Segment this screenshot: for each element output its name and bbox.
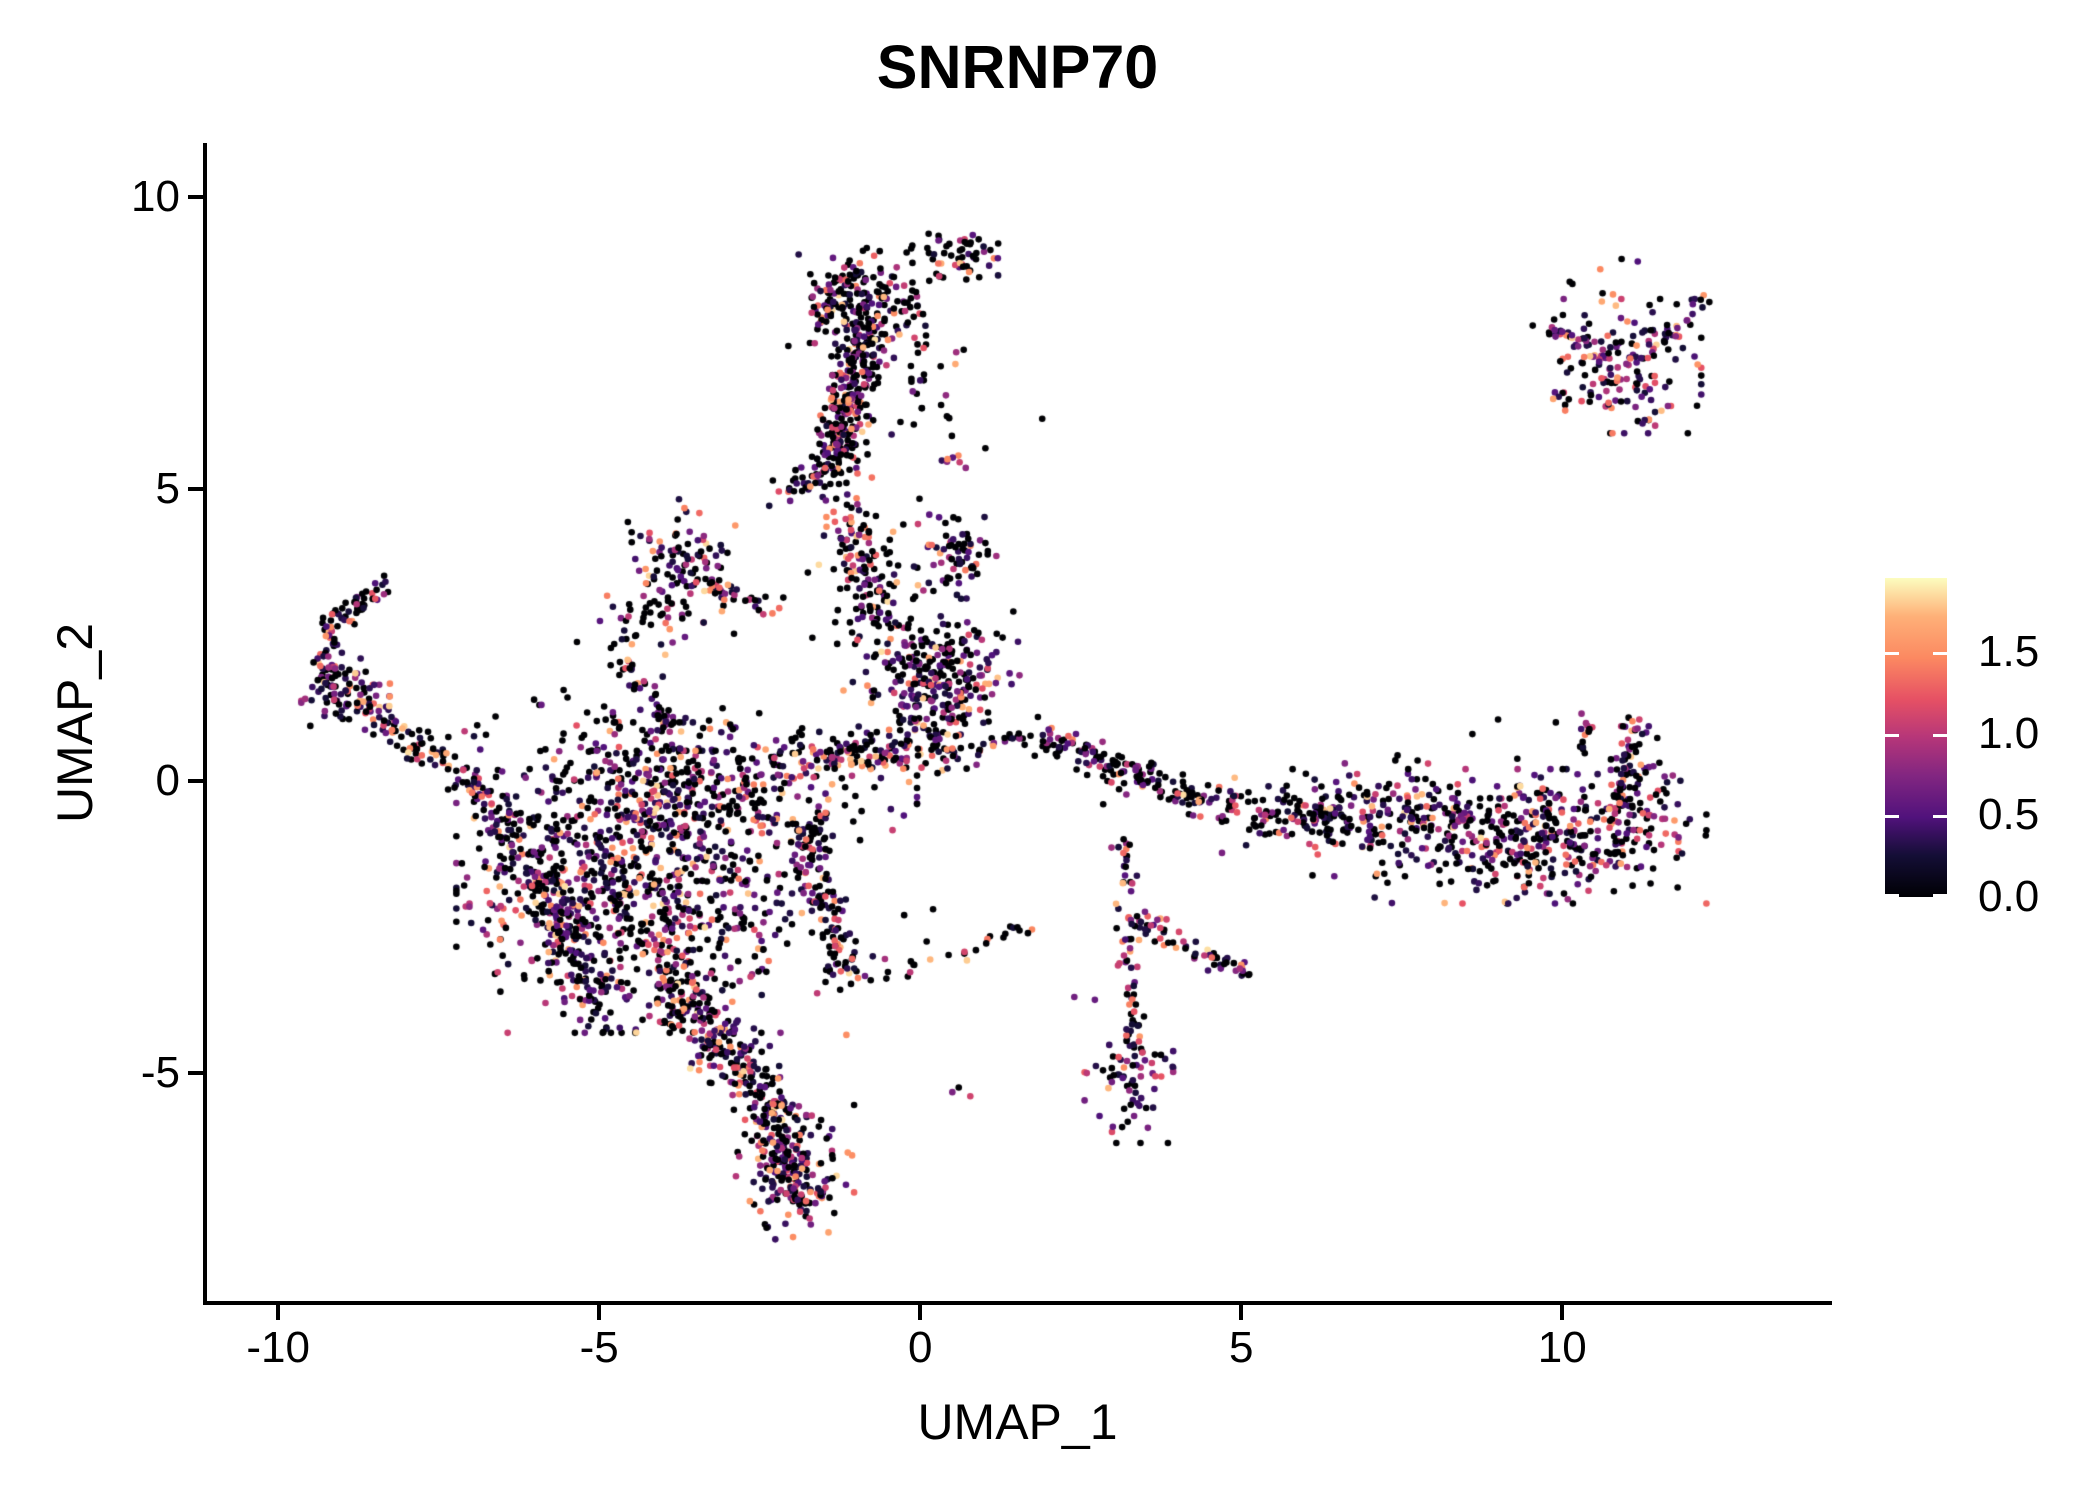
y-tick-label: -5 — [140, 1047, 180, 1097]
x-tick-mark — [918, 1305, 923, 1320]
y-axis-label: UMAP_2 — [47, 622, 103, 824]
colorbar-tick-mark — [1933, 652, 1947, 656]
y-tick-mark — [188, 194, 203, 199]
colorbar-tick-mark — [1933, 815, 1947, 819]
x-tick-mark — [276, 1305, 281, 1320]
colorbar-gradient — [1885, 578, 1947, 897]
y-tick-mark — [188, 486, 203, 491]
y-tick-mark — [188, 1070, 203, 1075]
colorbar-tick-label: 1.0 — [1978, 708, 2040, 758]
umap-scatter-canvas — [205, 143, 1830, 1303]
chart-title: SNRNP70 — [876, 33, 1159, 101]
colorbar-tick-mark — [1933, 894, 1947, 897]
colorbar-tick-label: 0.0 — [1978, 872, 2040, 921]
x-tick-label: 0 — [907, 1323, 933, 1372]
x-tick-label: 10 — [1537, 1323, 1587, 1372]
colorbar-tick-mark — [1885, 815, 1899, 819]
y-tick-mark — [188, 778, 203, 783]
x-tick-mark — [597, 1305, 602, 1320]
x-tick-label: 5 — [1229, 1323, 1254, 1372]
x-tick-label: -10 — [246, 1323, 310, 1372]
x-tick-mark — [1560, 1305, 1565, 1320]
y-tick-label: 0 — [155, 755, 180, 805]
y-tick-label: 10 — [131, 171, 180, 221]
x-axis-line — [203, 1301, 1832, 1305]
colorbar-tick-mark — [1885, 652, 1899, 656]
x-tick-mark — [1239, 1305, 1244, 1320]
y-axis-line — [203, 143, 207, 1305]
x-axis-label: UMAP_1 — [917, 1394, 1118, 1450]
colorbar-tick-label: 1.5 — [1978, 627, 2040, 677]
colorbar-tick-mark — [1885, 894, 1899, 897]
x-tick-label: -5 — [579, 1323, 619, 1372]
colorbar-tick-mark — [1933, 733, 1947, 737]
y-tick-label: 5 — [155, 463, 180, 513]
colorbar-tick-label: 0.5 — [1978, 790, 2040, 840]
colorbar-tick-mark — [1885, 733, 1899, 737]
